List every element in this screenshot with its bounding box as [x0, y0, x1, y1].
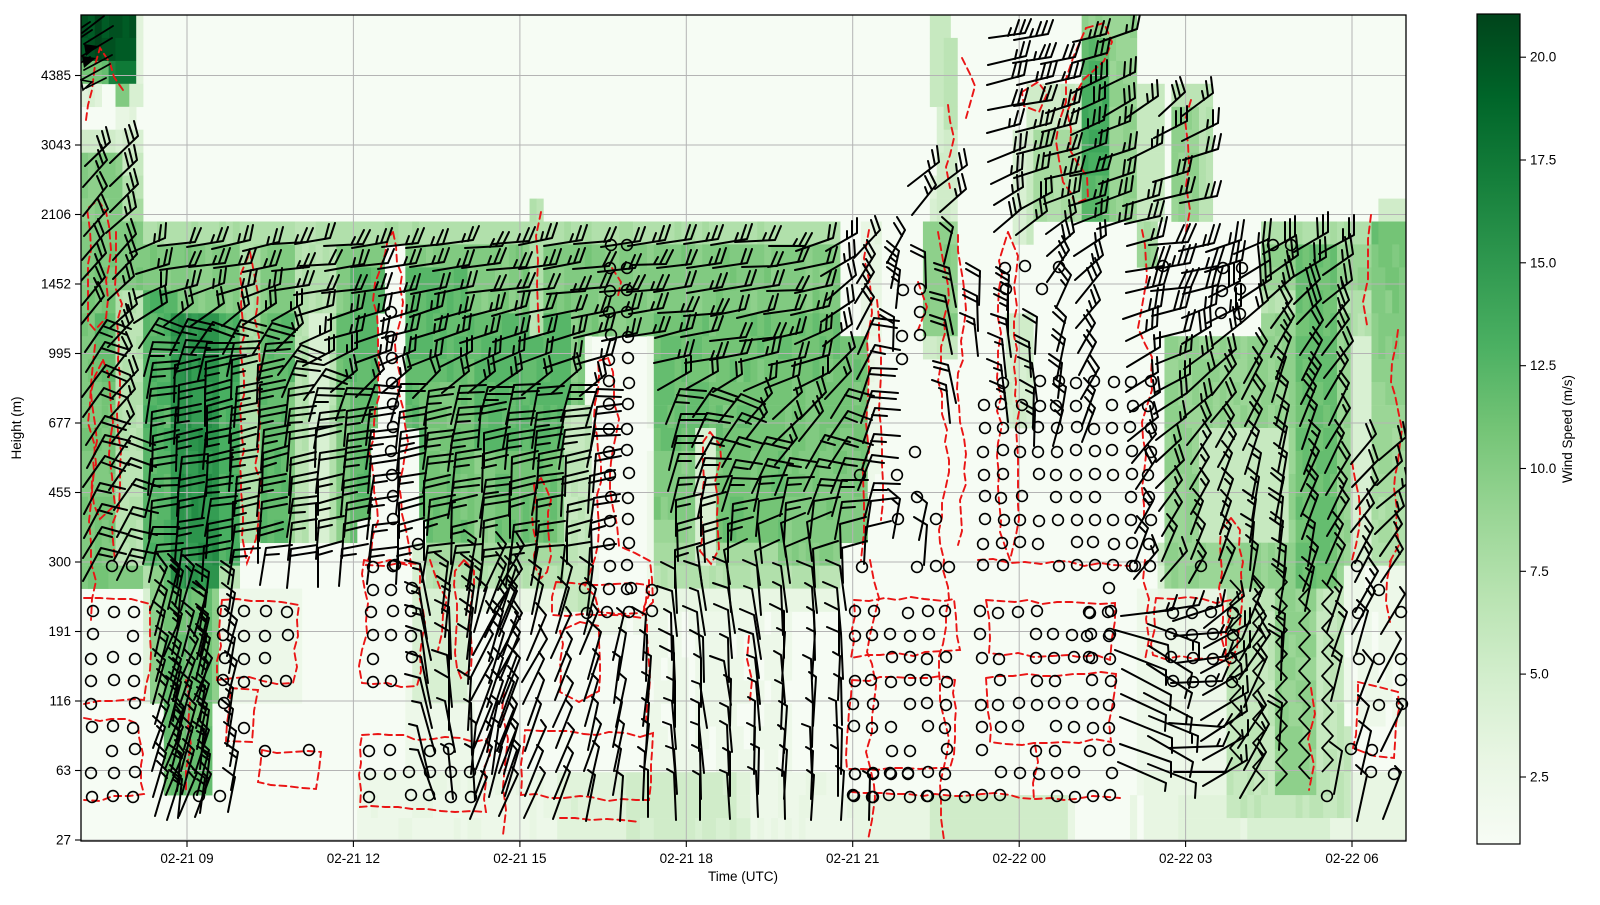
svg-text:02-21 09: 02-21 09: [160, 851, 213, 866]
svg-text:7.5: 7.5: [1530, 564, 1549, 579]
svg-text:1452: 1452: [41, 277, 71, 292]
svg-text:12.5: 12.5: [1530, 358, 1556, 373]
svg-text:02-21 15: 02-21 15: [493, 851, 546, 866]
svg-text:02-22 00: 02-22 00: [993, 851, 1046, 866]
svg-text:02-21 18: 02-21 18: [660, 851, 713, 866]
svg-text:Wind Speed (m/s): Wind Speed (m/s): [1560, 375, 1575, 483]
svg-text:63: 63: [56, 763, 71, 778]
svg-text:995: 995: [48, 346, 71, 361]
svg-text:455: 455: [48, 485, 71, 500]
svg-text:116: 116: [49, 694, 71, 709]
svg-text:Height (m): Height (m): [9, 396, 24, 459]
svg-text:4385: 4385: [41, 68, 71, 83]
svg-text:191: 191: [48, 624, 71, 639]
svg-text:02-22 06: 02-22 06: [1325, 851, 1378, 866]
svg-text:20.0: 20.0: [1530, 50, 1556, 65]
svg-text:02-21 21: 02-21 21: [826, 851, 879, 866]
svg-text:27: 27: [56, 833, 71, 848]
svg-text:10.0: 10.0: [1530, 461, 1556, 476]
svg-text:5.0: 5.0: [1530, 667, 1549, 682]
svg-text:02-22 03: 02-22 03: [1159, 851, 1212, 866]
svg-text:17.5: 17.5: [1530, 153, 1556, 168]
svg-text:677: 677: [48, 416, 71, 431]
svg-text:15.0: 15.0: [1530, 255, 1556, 270]
svg-text:2106: 2106: [41, 207, 71, 222]
svg-text:300: 300: [48, 555, 71, 570]
svg-text:02-21 12: 02-21 12: [327, 851, 380, 866]
svg-text:2.5: 2.5: [1530, 770, 1549, 785]
svg-text:Time (UTC): Time (UTC): [708, 869, 778, 884]
svg-text:3043: 3043: [41, 138, 71, 153]
